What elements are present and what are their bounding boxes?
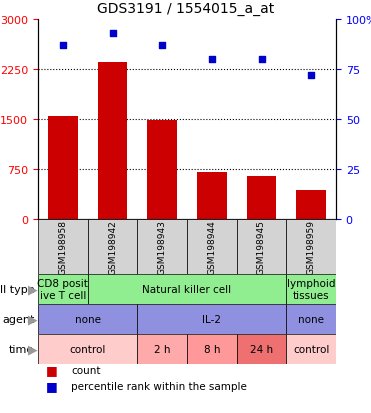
Bar	[98, 63, 127, 219]
Bar	[237, 219, 286, 274]
Text: lymphoid
tissues: lymphoid tissues	[287, 278, 335, 300]
Text: GSM198958: GSM198958	[58, 219, 67, 274]
Text: ▶: ▶	[28, 313, 37, 326]
Bar	[187, 334, 237, 364]
Bar	[137, 334, 187, 364]
Text: cell type: cell type	[0, 284, 34, 294]
Point	[308, 73, 314, 79]
Point	[159, 43, 165, 49]
Bar	[197, 173, 227, 219]
Bar	[187, 219, 237, 274]
Bar	[38, 219, 88, 274]
Text: ■: ■	[45, 363, 57, 377]
Text: 2 h: 2 h	[154, 344, 170, 354]
Bar	[147, 120, 177, 219]
Text: GSM198942: GSM198942	[108, 220, 117, 274]
Point	[259, 57, 265, 63]
Text: IL-2: IL-2	[202, 314, 221, 324]
Bar	[88, 274, 286, 304]
Text: 24 h: 24 h	[250, 344, 273, 354]
Bar	[286, 274, 336, 304]
Text: percentile rank within the sample: percentile rank within the sample	[71, 381, 247, 391]
Bar	[286, 304, 336, 334]
Bar	[88, 219, 137, 274]
Bar	[237, 334, 286, 364]
Text: CD8 posit
ive T cell: CD8 posit ive T cell	[37, 278, 88, 300]
Text: agent: agent	[2, 314, 34, 324]
Point	[209, 57, 215, 63]
Bar	[38, 334, 137, 364]
Bar	[296, 191, 326, 219]
Text: ■: ■	[45, 380, 57, 392]
Text: ▶: ▶	[28, 283, 37, 296]
Bar	[38, 304, 137, 334]
Text: control: control	[69, 344, 106, 354]
Text: Natural killer cell: Natural killer cell	[142, 284, 232, 294]
Bar	[286, 334, 336, 364]
Text: 8 h: 8 h	[204, 344, 220, 354]
Text: count: count	[71, 365, 101, 375]
Bar	[137, 304, 286, 334]
Text: control: control	[293, 344, 329, 354]
Bar	[38, 274, 88, 304]
Bar	[48, 117, 78, 219]
Text: GDS3191 / 1554015_a_at: GDS3191 / 1554015_a_at	[97, 2, 274, 16]
Text: none: none	[75, 314, 101, 324]
Text: GSM198945: GSM198945	[257, 220, 266, 274]
Text: GSM198959: GSM198959	[307, 219, 316, 274]
Point	[60, 43, 66, 49]
Bar	[137, 219, 187, 274]
Text: GSM198944: GSM198944	[207, 220, 216, 274]
Point	[109, 31, 115, 37]
Text: GSM198943: GSM198943	[158, 220, 167, 274]
Bar	[247, 176, 276, 219]
Text: ▶: ▶	[28, 343, 37, 356]
Text: time: time	[9, 344, 34, 354]
Bar	[286, 219, 336, 274]
Text: none: none	[298, 314, 324, 324]
